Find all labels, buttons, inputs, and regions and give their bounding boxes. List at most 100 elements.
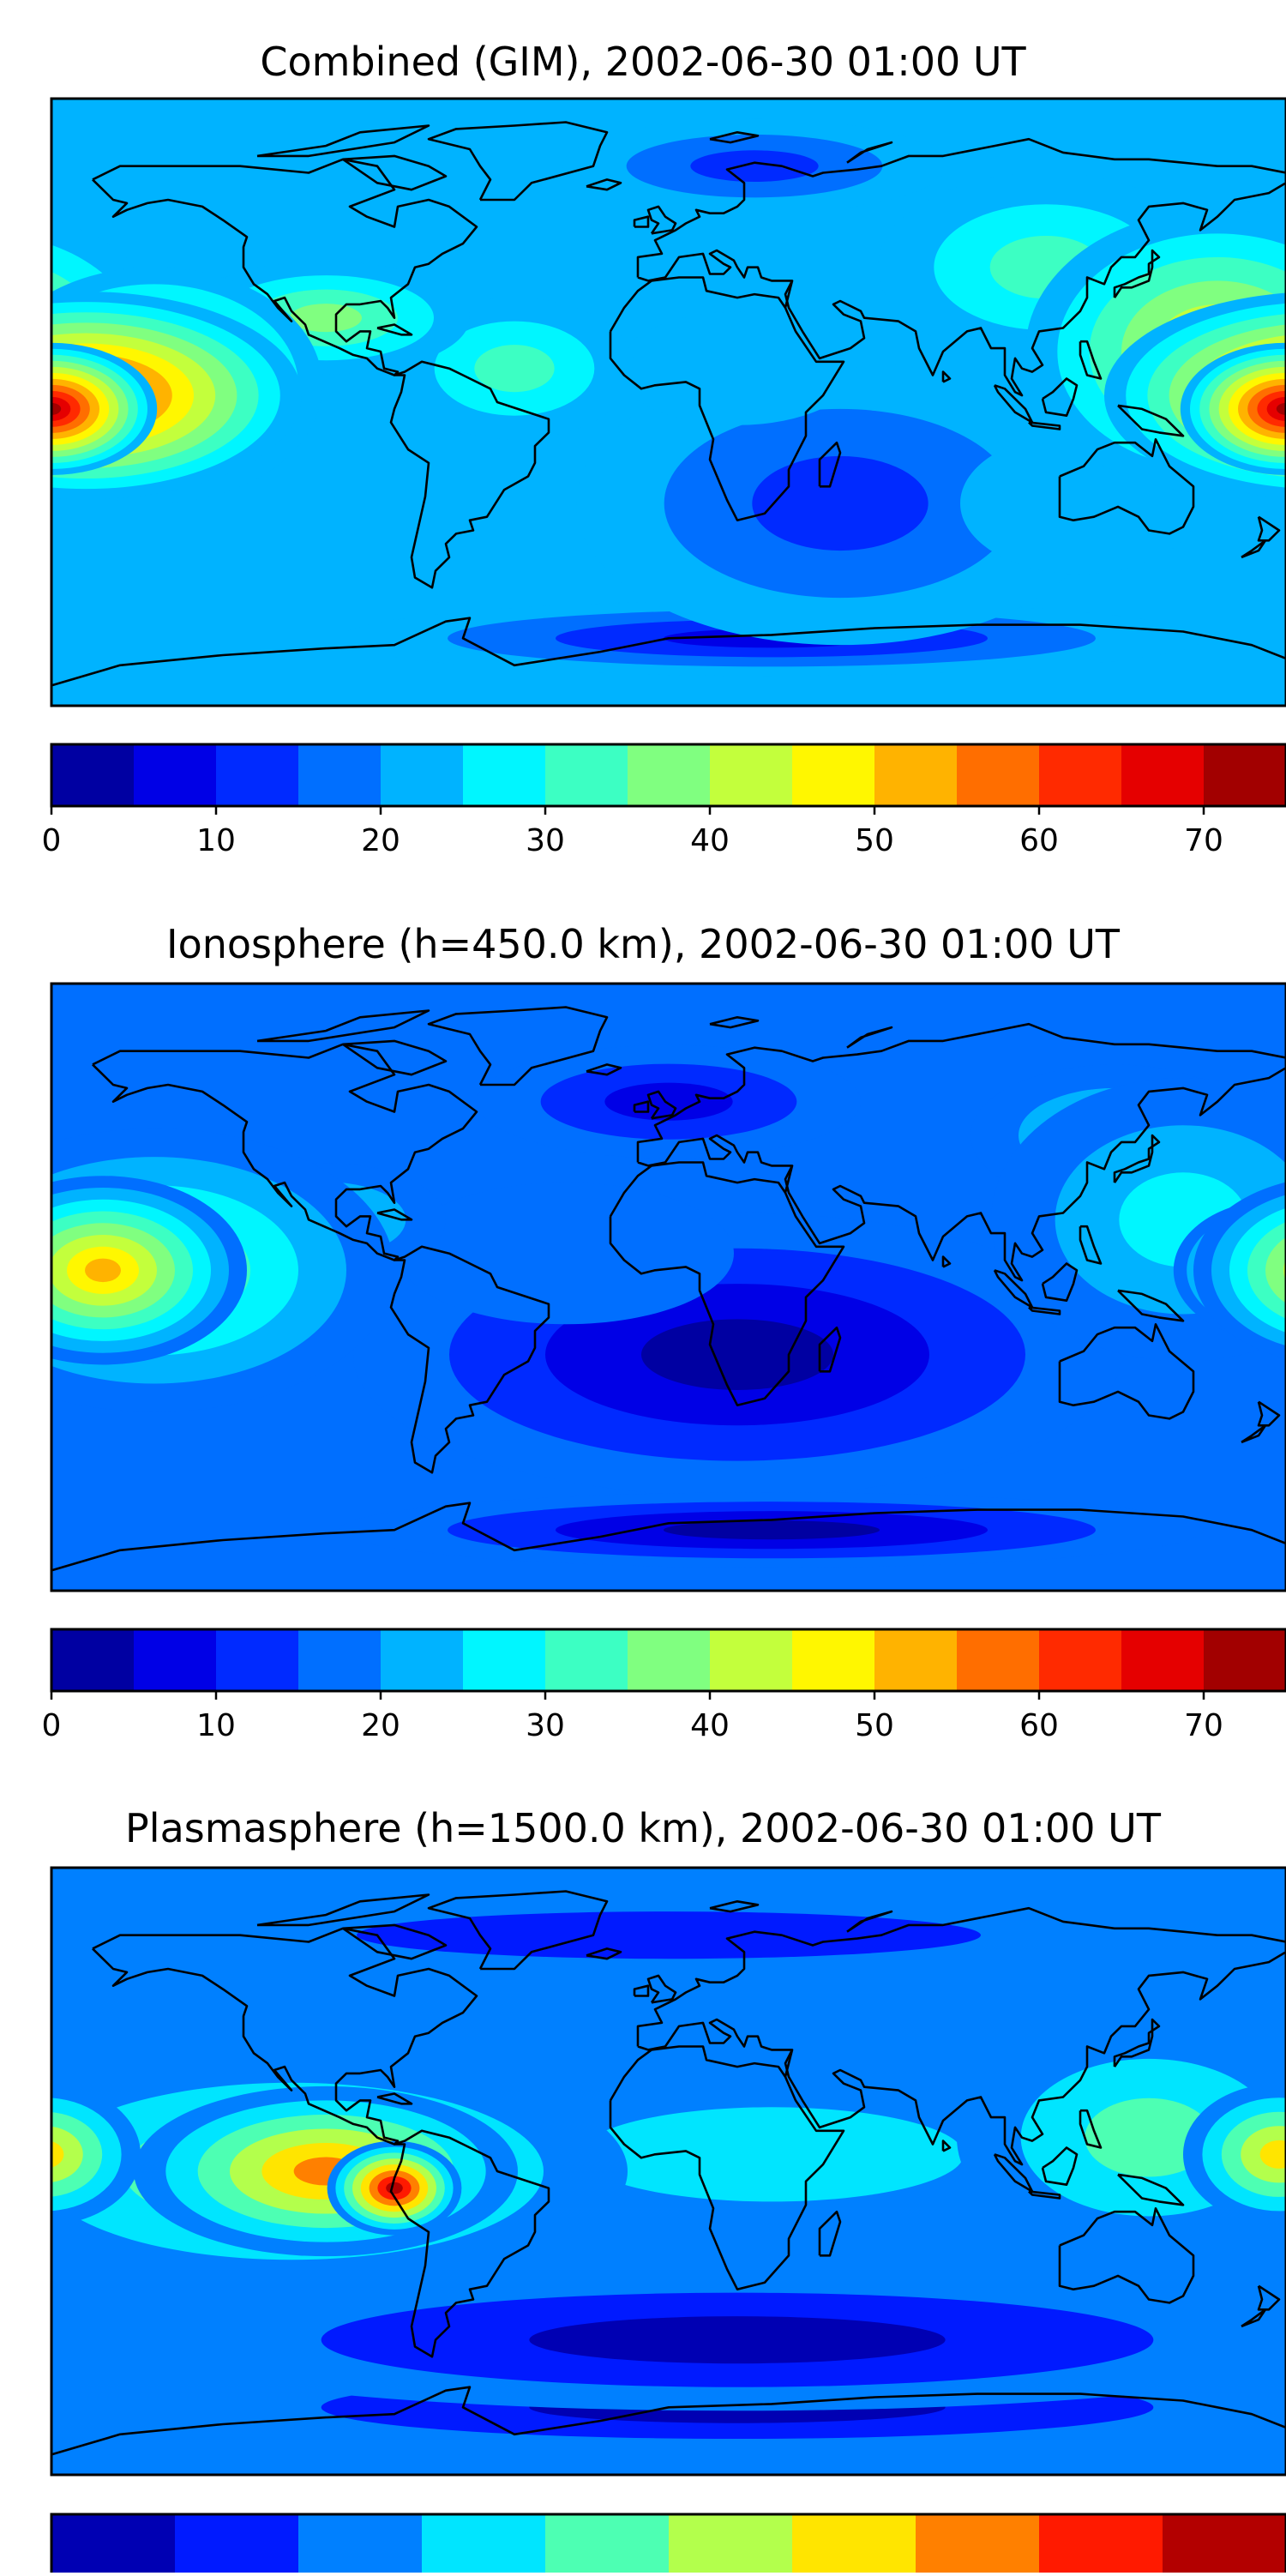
coastlines [51, 1890, 1286, 2456]
colorbar-tick-label: 20 [361, 1708, 400, 1743]
contour-band [617, 311, 857, 425]
colorbar-tick-label: 10 [196, 823, 236, 858]
contour-band [0, 328, 15, 375]
coastline-borneo [1041, 1262, 1079, 1303]
coastline-japan [1113, 249, 1161, 298]
colorbar-tick-label: 20 [361, 823, 400, 858]
colorbar-tick-label: 10 [196, 1708, 236, 1743]
coastline-antarctica [51, 2386, 1286, 2456]
coastline-baffin [256, 1893, 430, 1927]
colorbar-segment [957, 744, 1040, 806]
coastline-australia [1058, 2206, 1195, 2304]
colorbar-segment [1039, 1629, 1122, 1691]
colorbar-tick-label: 40 [690, 823, 730, 858]
panel-title: Plasmasphere (h=1500.0 km), 2002-06-30 0… [125, 1805, 1162, 1851]
contour-band [51, 2126, 83, 2182]
colorbar-segment [134, 1629, 217, 1691]
coastline-svalbard [709, 1899, 760, 1913]
colorbar-frame [50, 1628, 1286, 1693]
coastline-japan [1113, 1134, 1161, 1183]
coastline-iceland [586, 1947, 622, 1960]
coastline-greenland [427, 1006, 609, 1086]
coastline-sri-lanka [941, 370, 952, 383]
contour-band [664, 1520, 880, 1540]
coastline-novaya-zemlya [846, 1910, 893, 1933]
colorbar-segment [298, 744, 382, 806]
coastline-java [1028, 1306, 1061, 1315]
coastline-iceland [586, 178, 622, 191]
colorbar-segment [628, 744, 711, 806]
coastline-ireland [633, 1984, 650, 1997]
colorbar-segment [381, 744, 464, 806]
contour-band [357, 1911, 981, 1959]
colorbar-segment [545, 744, 628, 806]
colorbar-segment [628, 1629, 711, 1691]
coastline-north-america [92, 1927, 478, 2146]
colorbar-segment [545, 1629, 628, 1691]
coastline-arabia-inner [784, 2049, 794, 2078]
coastline-antarctica [51, 617, 1286, 687]
coastlines [51, 121, 1286, 687]
colorbar-frame [50, 2513, 1286, 2576]
coastlines [51, 1006, 1286, 1572]
contour-band [1259, 2140, 1286, 2169]
colorbar-segment [957, 1629, 1040, 1691]
coastline-africa [609, 1161, 845, 1407]
map-area [50, 1866, 1286, 2477]
panel-title: Combined (GIM), 2002-06-30 01:00 UT [260, 39, 1026, 85]
coastline-africa [609, 2045, 845, 2291]
panel-title: Ionosphere (h=450.0 km), 2002-06-30 01:0… [166, 921, 1121, 967]
coastline-greenland [427, 121, 609, 202]
colorbar-tick-label: 30 [526, 823, 565, 858]
contour-band [1265, 1237, 1286, 1303]
contour-band [51, 402, 62, 415]
coastline-madagascar [818, 2210, 842, 2257]
coastline-madagascar [818, 1326, 842, 1373]
colorbar-segment [51, 1629, 135, 1691]
contour-band [290, 304, 362, 333]
colorbar-tick-label: 70 [1184, 1708, 1223, 1743]
colorbar-segment [175, 2514, 299, 2576]
coastline-baffin [256, 124, 430, 158]
coastline-novaya-zemlya [846, 141, 893, 164]
combined-gim-panel: Combined (GIM), 2002-06-30 01:00 UT 0 10 2… [0, 39, 1286, 858]
colorbar-segment [1121, 744, 1205, 806]
coastline-philippines [1079, 2109, 1103, 2149]
colorbar-tick-label: 50 [855, 1708, 894, 1743]
contour-band [0, 304, 47, 399]
coastline-new-guinea [1117, 2173, 1185, 2206]
coastline-svalbard [709, 130, 760, 144]
coastline-java [1028, 2190, 1061, 2200]
contour-band [474, 345, 555, 393]
coastline-philippines [1079, 340, 1103, 380]
colorbar-tick-label: 0 [42, 1708, 62, 1743]
colorbar-segment [134, 744, 217, 806]
contour-band [386, 2182, 403, 2194]
coastline-cuba [376, 2092, 413, 2105]
coastline-borneo [1041, 377, 1079, 418]
coastline-north-america [92, 1043, 478, 1261]
colorbar-segment [51, 2514, 176, 2576]
coastline-new-zealand-south [1241, 2308, 1267, 2328]
colorbar-segment [874, 744, 958, 806]
colorbar-segment [51, 744, 135, 806]
colorbar-segment [298, 1629, 382, 1691]
coastline-britain [646, 1090, 677, 1120]
coastline-ireland [633, 215, 650, 228]
colorbar-segment [422, 2514, 546, 2576]
coastline-new-zealand-south [1241, 1423, 1267, 1444]
coastline-svalbard [709, 1015, 760, 1029]
colorbar-segment [792, 1629, 875, 1691]
coastline-eurasia [636, 1022, 1286, 1282]
coastline-greenland [427, 1890, 609, 1971]
colorbar-segment [1204, 1629, 1286, 1691]
coastline-britain [646, 1974, 677, 2004]
colorbar-segment [1163, 2514, 1286, 2576]
coastline-cuba [376, 1208, 413, 1221]
coastline-cuba [376, 323, 413, 336]
contour-band [690, 150, 819, 183]
coastline-africa [609, 276, 845, 522]
coastline-north-america [92, 158, 478, 376]
coastline-south-america [389, 1245, 550, 1474]
